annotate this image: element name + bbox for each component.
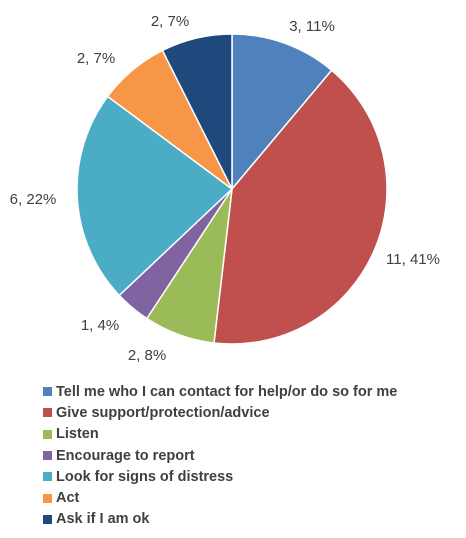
pie-slice-give-support-protection-advice [213, 69, 388, 345]
data-label-encourage-to-report: 1, 4% [81, 317, 119, 334]
legend-swatch [43, 493, 52, 503]
legend-swatch [43, 451, 52, 461]
legend-label: Ask if I am ok [56, 511, 150, 528]
data-label-give-support-protection-advice: 11, 41% [386, 251, 440, 268]
legend-swatch [43, 514, 52, 524]
data-label-act: 2, 7% [77, 50, 115, 67]
pie-slices [76, 33, 388, 345]
legend-label: Tell me who I can contact for help/or do… [56, 383, 398, 400]
legend-item-look-for-signs-of-distress: Look for signs of distress [43, 466, 397, 487]
data-label-tell-me-who-i-can-contact-for-help-or-do-so-for-me: 3, 11% [289, 18, 335, 35]
legend-label: Give support/protection/advice [56, 404, 270, 421]
legend-label: Encourage to report [56, 447, 195, 464]
legend-item-act: Act [43, 487, 397, 508]
legend-swatch [43, 429, 52, 439]
legend-label: Listen [56, 426, 99, 443]
legend-label: Look for signs of distress [56, 468, 234, 485]
legend-label: Act [56, 490, 80, 507]
chart-legend: Tell me who I can contact for help/or do… [43, 381, 397, 530]
data-label-look-for-signs-of-distress: 6, 22% [10, 191, 57, 208]
legend-swatch [43, 387, 52, 397]
pie-slice-look-for-signs-of-distress [76, 95, 234, 297]
legend-swatch [43, 472, 52, 482]
data-label-listen: 2, 8% [128, 347, 166, 364]
pie-slice-tell-me-who-i-can-contact-for-help-or-do-so-for-me [231, 33, 333, 192]
data-labels: 3, 11% 11, 41% 2, 8% 1, 4% 6, 22% 2, 7% 2, 7% [10, 13, 440, 364]
data-label-ask-if-i-am-ok: 2, 7% [151, 13, 189, 30]
legend-item-give-support-protection-advice: Give support/protection/advice [43, 402, 397, 423]
pie-chart: 3, 11% 11, 41% 2, 8% 1, 4% 6, 22% 2, 7% 2, 7% [10, 13, 440, 364]
legend-swatch [43, 408, 52, 418]
legend-item-tell-me-who-i-can-contact-for-help-or-do-so-for-me: Tell me who I can contact for help/or do… [43, 381, 397, 402]
legend-item-encourage-to-report: Encourage to report [43, 445, 397, 466]
pie-slice-ask-if-i-am-ok [161, 33, 233, 190]
legend-item-listen: Listen [43, 424, 397, 445]
legend-item-ask-if-i-am-ok: Ask if I am ok [43, 509, 397, 530]
